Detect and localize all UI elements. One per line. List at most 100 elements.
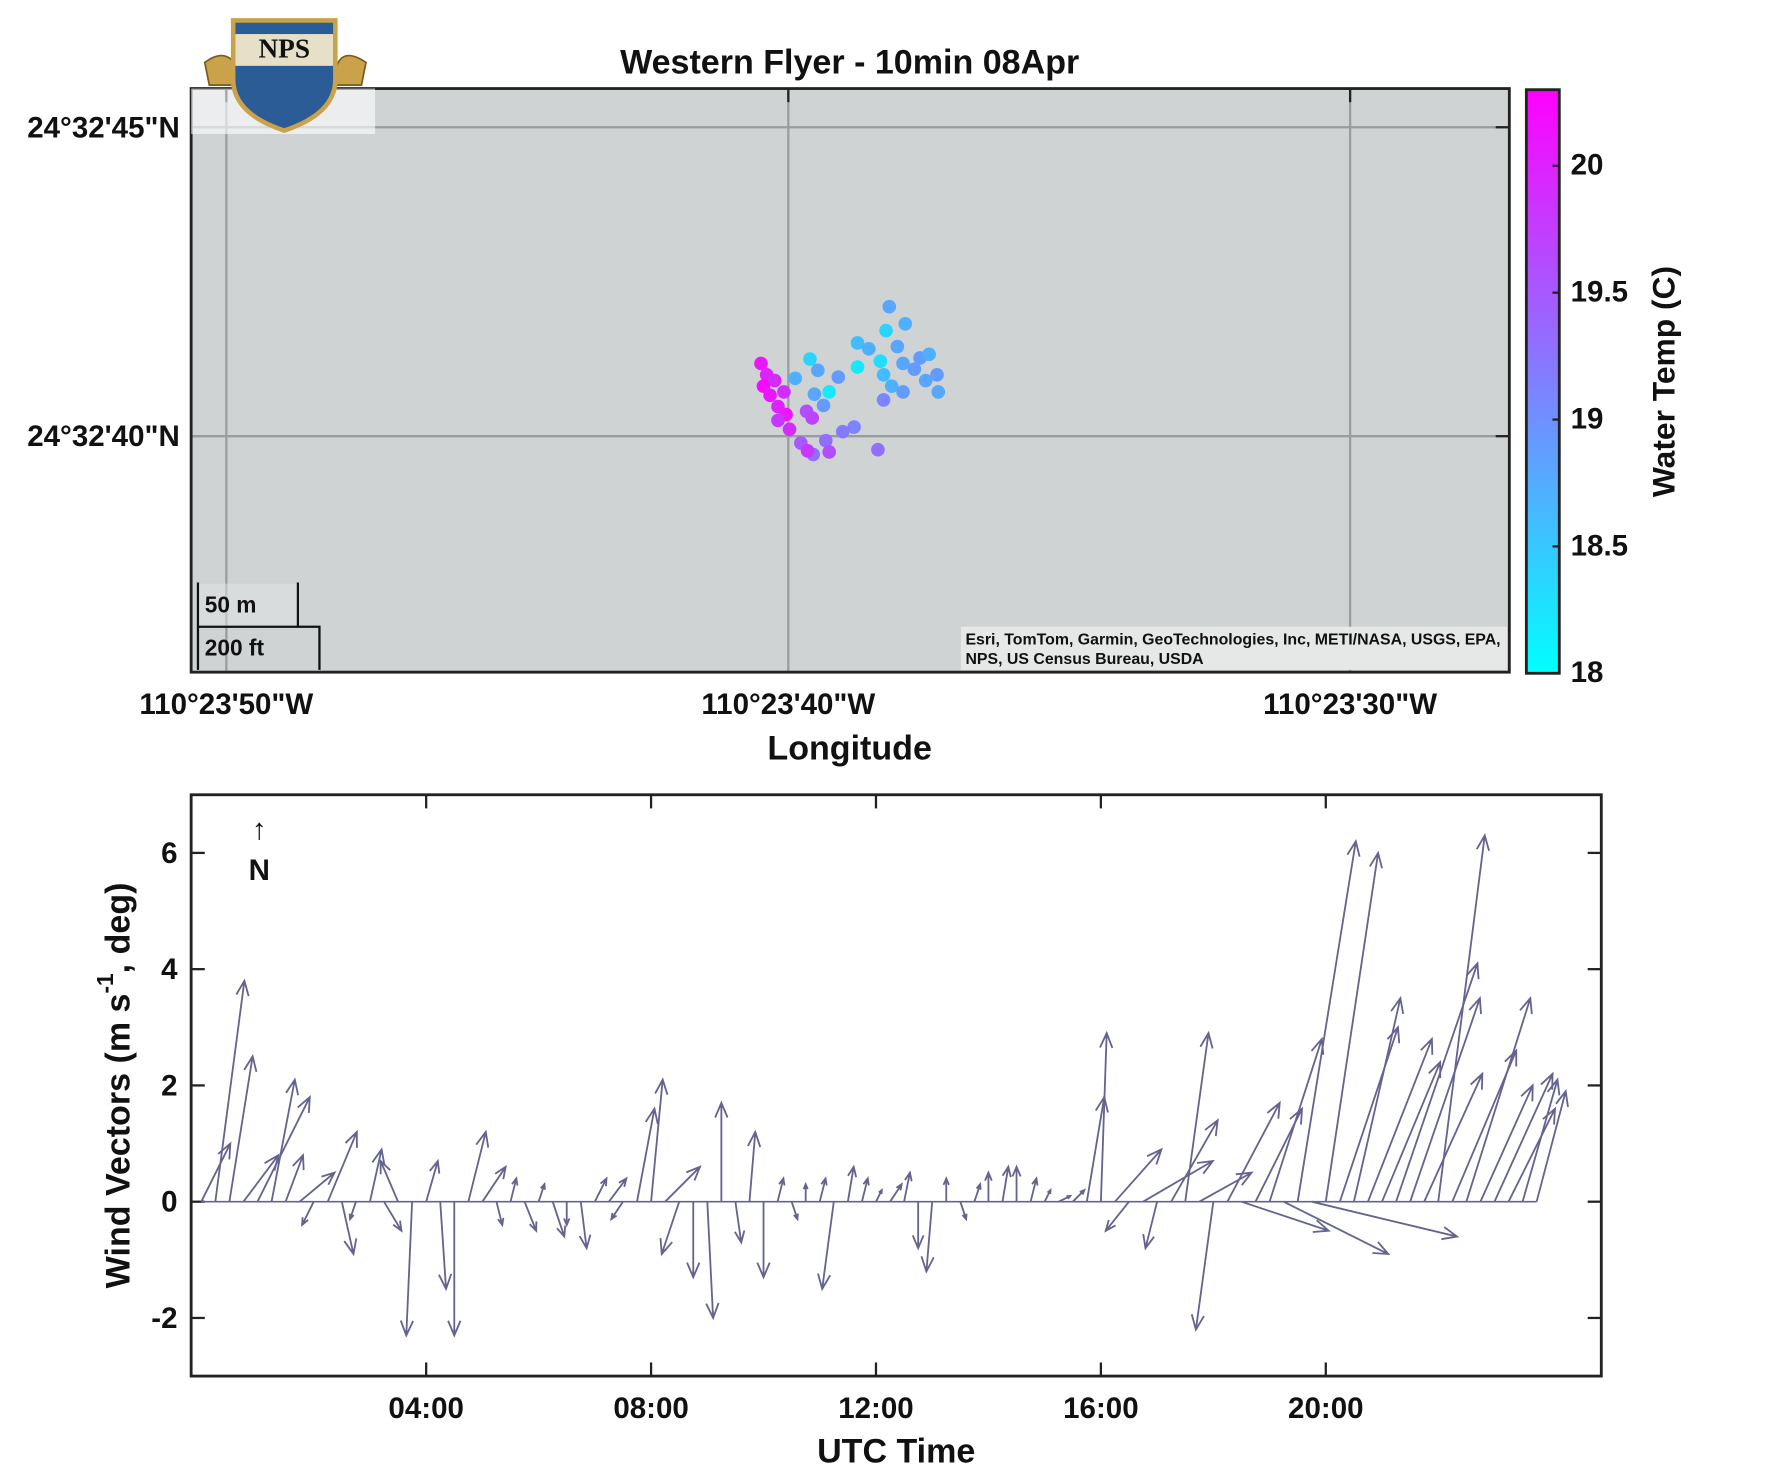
x-tick-label: 110°23'40"W (701, 688, 875, 721)
wind-vector (959, 1201, 968, 1222)
x-axis-label: UTC Time (817, 1432, 975, 1470)
wind-vector (1324, 850, 1383, 1202)
wind-vector (1104, 1201, 1130, 1233)
wind-vector (1170, 1118, 1219, 1203)
wind-vector (734, 1201, 746, 1245)
data-point (879, 323, 893, 338)
x-tick-label: 08:00 (613, 1392, 688, 1425)
wind-vector (1465, 996, 1533, 1202)
wind-vector (1409, 996, 1482, 1202)
data-point (754, 356, 768, 371)
y-tick-label: 0 (161, 1186, 177, 1219)
y-axis-label-part: Wind Vectors (m s (100, 993, 138, 1288)
wind-vector (399, 1201, 414, 1338)
attribution: Esri, TomTom, Garmin, GeoTechnologies, I… (965, 632, 1500, 649)
wind-vector (1241, 1200, 1331, 1233)
x-axis-label: Longitude (767, 729, 932, 767)
y-axis-label: Wind Vectors (m s-1, deg) (92, 883, 138, 1289)
wind-vector (467, 1129, 490, 1202)
wind-vector (1043, 1187, 1052, 1203)
wind-vector (214, 978, 250, 1202)
wind-vector (659, 1201, 681, 1257)
wind-vector (861, 1176, 870, 1202)
scale-bar (196, 582, 321, 670)
colorbar-label: Water Temp (C) (1645, 266, 1681, 497)
wind-vector (636, 1106, 659, 1202)
north-arrow: ↑ (252, 813, 267, 846)
x-tick-label: 20:00 (1288, 1392, 1363, 1425)
data-point (862, 341, 876, 356)
wind-vector (563, 1201, 571, 1228)
data-point (805, 411, 820, 425)
wind-vector (776, 1176, 786, 1202)
wind-vector (1226, 1100, 1281, 1203)
wind-vector (438, 1201, 453, 1292)
wind-vector (903, 1170, 913, 1202)
data-point (850, 336, 865, 350)
wind-vector (383, 1201, 403, 1233)
wind-vector (608, 1176, 628, 1203)
y-tick-label: 2 (161, 1069, 177, 1102)
wind-vector (1311, 1200, 1460, 1241)
logo-text: NPS (259, 33, 310, 63)
data-point (767, 373, 782, 388)
scale-label: 50 m (205, 591, 257, 617)
wind-vector (1142, 1159, 1215, 1203)
wind-vector (340, 1201, 358, 1257)
colorbar-tick-label: 19.5 (1571, 276, 1628, 309)
wind-vector (369, 1147, 386, 1202)
wind-vector (425, 1158, 441, 1202)
wind-vector (270, 1077, 300, 1202)
y-tick-label: 24°32'45"N (27, 111, 180, 144)
wind-vector (1029, 1176, 1039, 1202)
wind-vector (802, 1181, 809, 1202)
data-point (782, 422, 797, 437)
wind-vector (1283, 1200, 1391, 1256)
wind-vector (1099, 1030, 1114, 1202)
wind-vector (756, 1201, 771, 1280)
wind-vector (984, 1170, 993, 1202)
x-tick-label: 04:00 (388, 1392, 463, 1425)
colorbar-tick-label: 18 (1571, 656, 1604, 689)
wind-vector (1142, 1201, 1158, 1251)
chart-title: Western Flyer - 10min 08Apr (620, 44, 1079, 82)
y-axis-label-part: , deg) (100, 883, 138, 974)
scale-label: 200 ft (205, 634, 265, 660)
map-background (191, 88, 1510, 673)
data-point (771, 413, 785, 428)
wind-vector (578, 1201, 592, 1251)
logo-band (235, 34, 334, 66)
wind-vector (326, 1129, 358, 1203)
wind-vector (1001, 1164, 1012, 1202)
wind-vector (1353, 995, 1405, 1202)
data-point (884, 379, 899, 393)
y-tick-label: -2 (151, 1302, 177, 1335)
wind-vector (348, 1201, 357, 1222)
data-point (922, 347, 936, 362)
wind-vector (228, 1054, 258, 1202)
colorbar (1524, 88, 1561, 675)
data-point (876, 393, 891, 407)
wind-vector (495, 1201, 505, 1228)
y-tick-label: 6 (161, 837, 177, 870)
data-point (818, 433, 833, 448)
wind-vector (523, 1201, 538, 1233)
wind-vector (911, 1201, 925, 1251)
data-point (822, 445, 837, 459)
wind-vector (551, 1201, 567, 1239)
wind-vector (1437, 833, 1490, 1202)
attribution: NPS, US Census Bureau, USDA (965, 651, 1204, 668)
data-point (882, 299, 897, 314)
scale-bar-bg (199, 583, 297, 626)
wind-vector (1338, 1025, 1401, 1202)
data-point (807, 387, 822, 401)
data-point (876, 367, 891, 382)
y-tick-label: 24°32'40"N (27, 420, 180, 453)
data-point (816, 398, 831, 413)
wind-vector (747, 1129, 762, 1202)
wind-vector (1198, 1171, 1254, 1203)
wind-vector (942, 1176, 950, 1202)
wind-vector (1423, 1071, 1484, 1203)
data-point (871, 442, 885, 457)
data-point (777, 385, 791, 399)
